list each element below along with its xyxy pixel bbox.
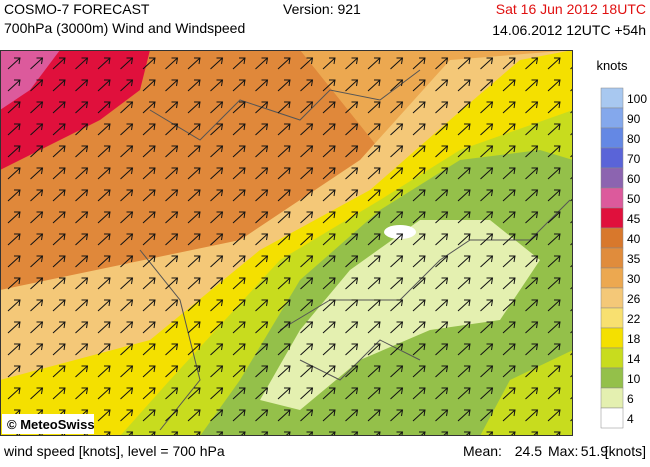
legend-label: 90	[627, 112, 641, 126]
legend: 100 90 80 70 60 50 45 40 35 30 26 22 18 14 10 6 4	[600, 87, 647, 429]
legend-label: 100	[627, 92, 647, 106]
legend-swatch	[600, 327, 624, 349]
legend-label: 50	[627, 192, 641, 206]
legend-label: 14	[627, 352, 641, 366]
copyright: © MeteoSwiss	[7, 417, 95, 432]
legend-label: 80	[627, 132, 641, 146]
legend-swatch	[600, 407, 624, 429]
map-frame	[0, 50, 573, 436]
legend-swatch	[600, 107, 624, 129]
title: COSMO-7 FORECAST	[4, 1, 150, 17]
legend-swatch	[600, 207, 624, 229]
legend-label: 40	[627, 232, 641, 246]
legend-label: 45	[627, 212, 641, 226]
legend-swatch	[600, 127, 624, 149]
mean-label: Mean:	[463, 443, 502, 459]
legend-label: 35	[627, 252, 641, 266]
legend-swatch	[600, 87, 624, 109]
legend-unit: knots	[596, 58, 628, 73]
legend-swatch	[600, 227, 624, 249]
mean-value: 24.5	[515, 443, 542, 459]
legend-label: 6	[627, 392, 634, 406]
legend-swatch	[600, 307, 624, 329]
legend-label: 10	[627, 372, 641, 386]
subtitle: 700hPa (3000m) Wind and Windspeed	[4, 20, 245, 36]
legend-label: 60	[627, 172, 641, 186]
legend-label: 18	[627, 332, 641, 346]
run-time: 14.06.2012 12UTC +54h	[492, 22, 646, 38]
max-label: Max:	[548, 443, 578, 459]
legend-label: 22	[627, 312, 641, 326]
legend-swatch	[600, 267, 624, 289]
legend-label: 26	[627, 292, 641, 306]
legend-swatch	[600, 387, 624, 409]
legend-label: 70	[627, 152, 641, 166]
legend-label: 4	[627, 412, 634, 426]
max-value: 51.9	[581, 443, 608, 459]
legend-label: 30	[627, 272, 641, 286]
legend-swatch	[600, 167, 624, 189]
version: Version: 921	[283, 1, 361, 17]
legend-swatch	[600, 347, 624, 369]
footer-description: wind speed [knots], level = 700 hPa	[3, 443, 225, 459]
map: © MeteoSwiss	[0, 50, 573, 436]
footer-unit: [knots]	[605, 443, 646, 459]
legend-swatch	[600, 187, 624, 209]
legend-swatch	[600, 147, 624, 169]
legend-swatch	[600, 367, 624, 389]
valid-time: Sat 16 Jun 2012 18UTC	[496, 1, 646, 17]
legend-swatch	[600, 247, 624, 269]
legend-swatch	[600, 287, 624, 309]
